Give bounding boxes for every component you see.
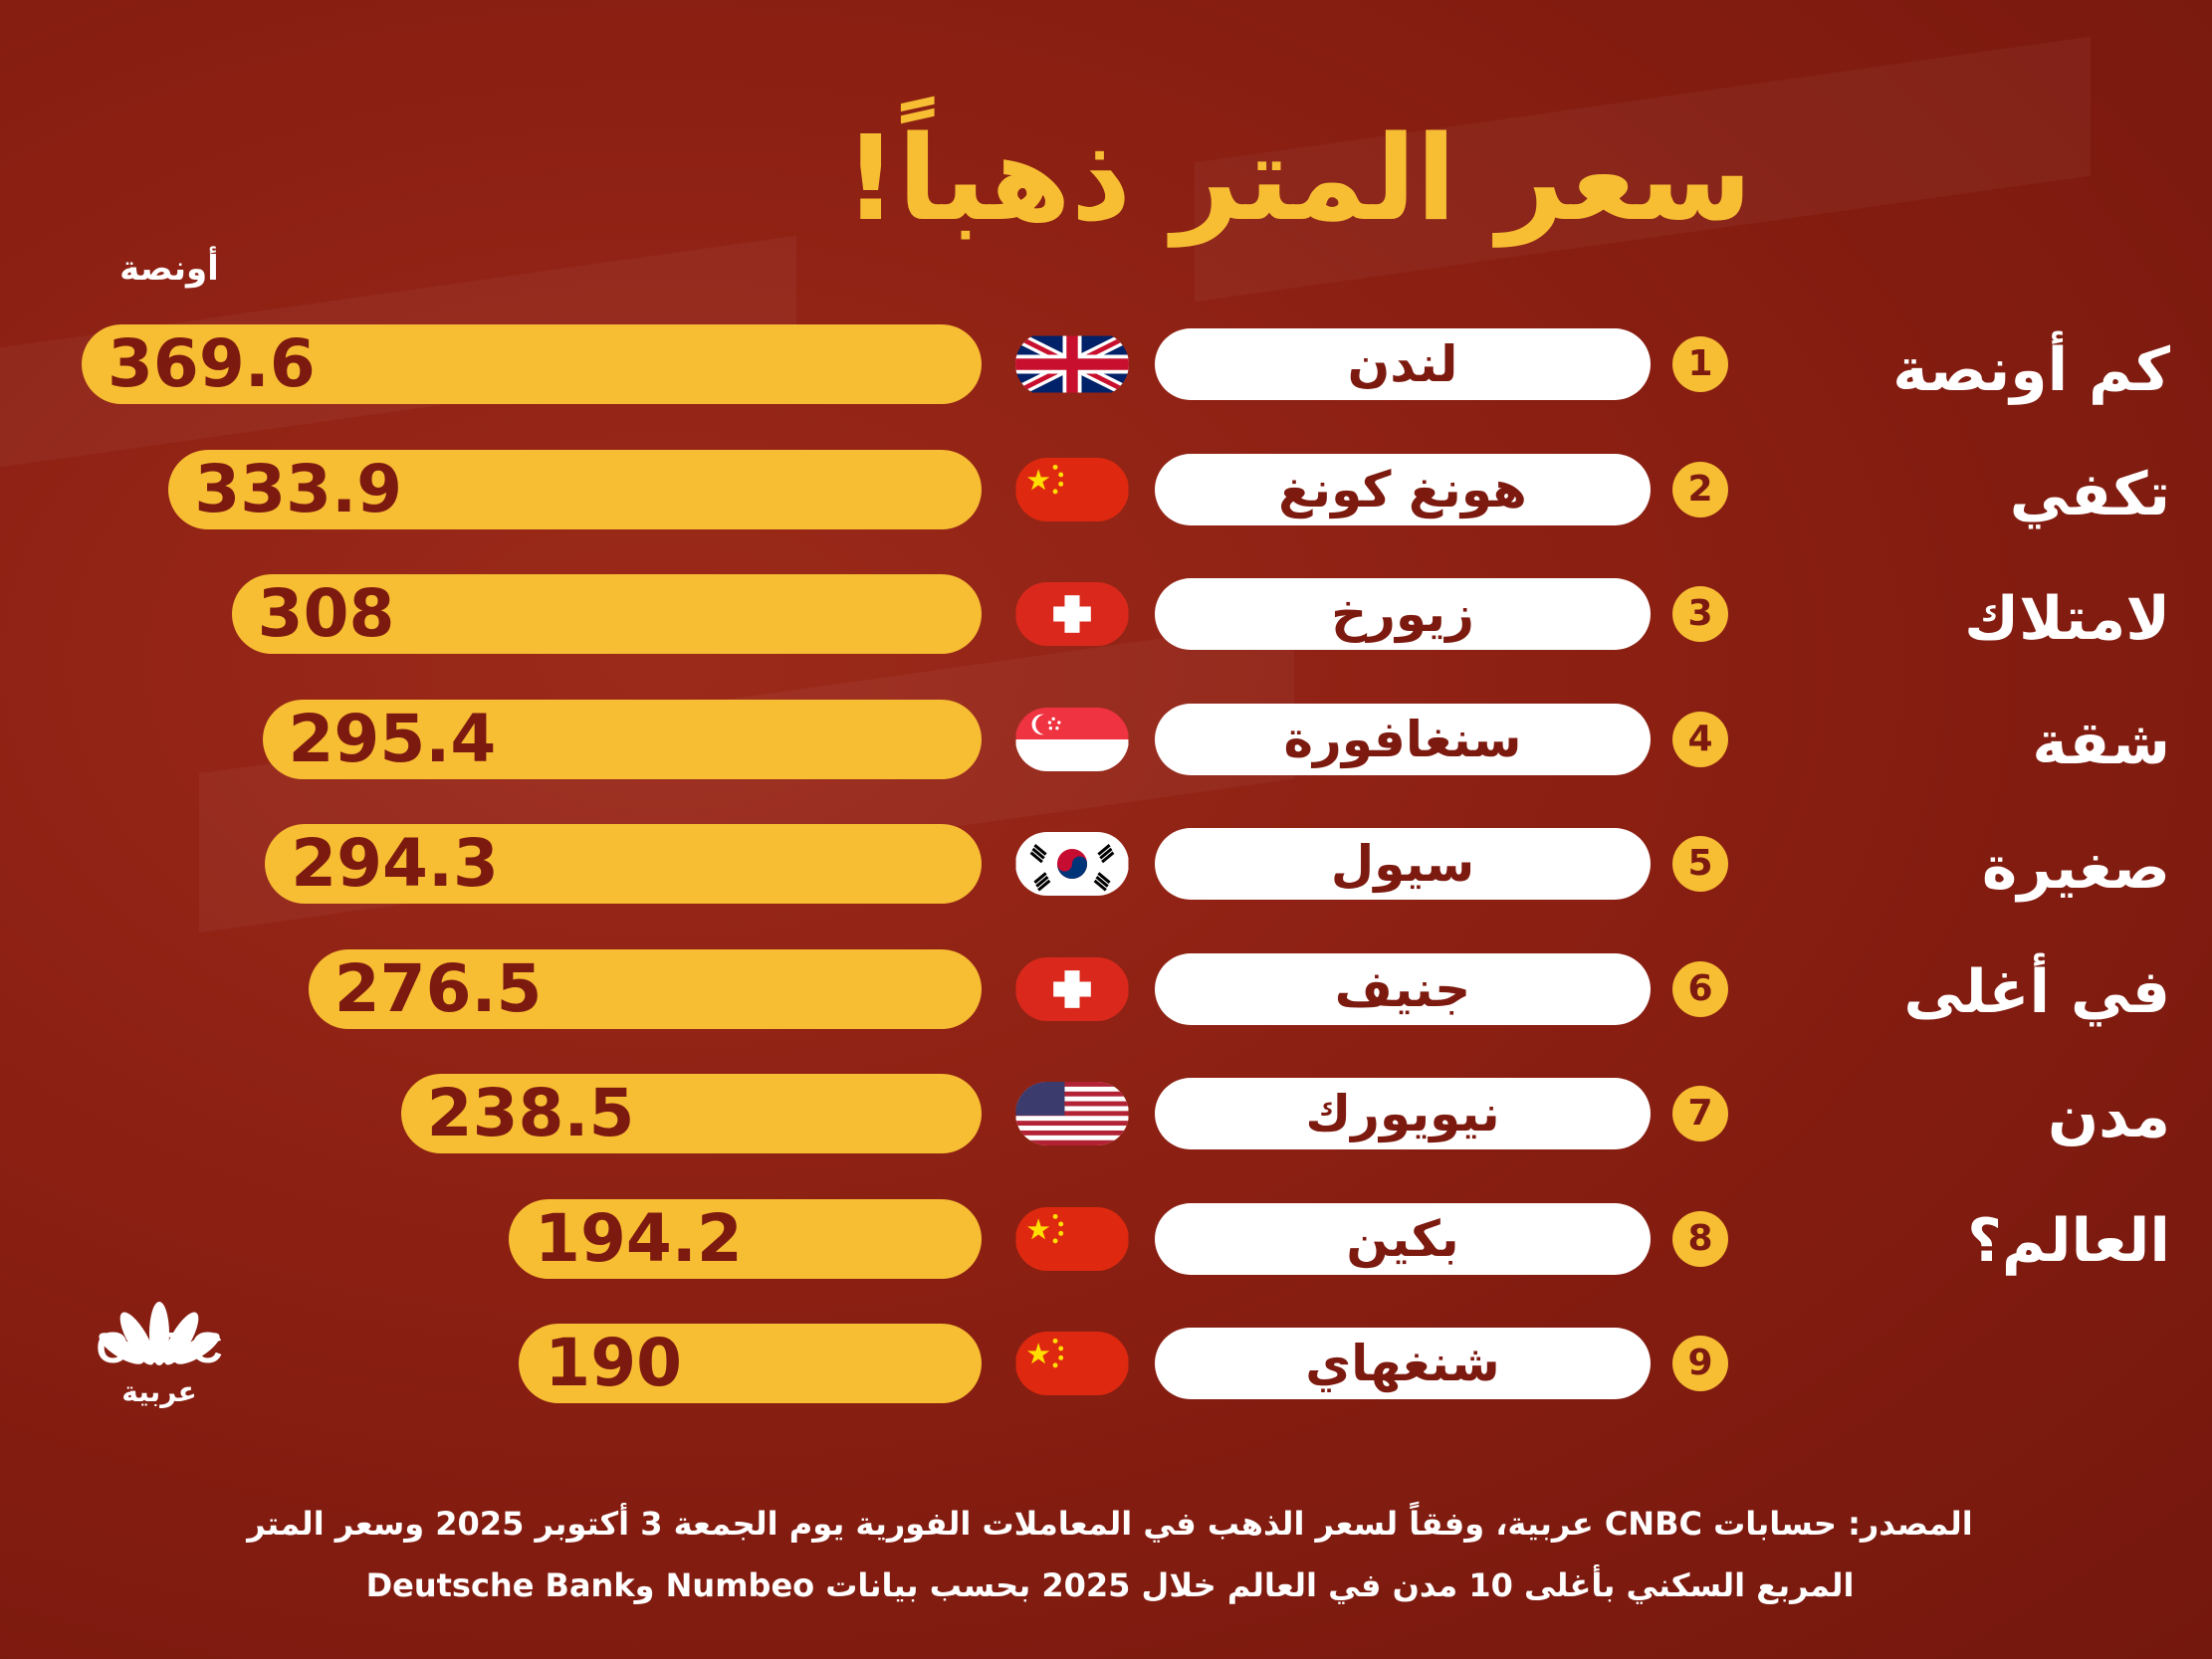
data-label: 238.5 (426, 1075, 635, 1151)
side-question-line: شقة (2032, 709, 2170, 778)
data-label: 369.6 (108, 325, 316, 402)
usa-flag-icon (1015, 1082, 1129, 1145)
side-question-line: لامتلاك (1964, 584, 2170, 654)
bar: 369.6 (82, 324, 982, 404)
city-label: شنغهاي (1155, 1328, 1651, 1399)
chart-row: 333.9 هونغ كونغ 2 (0, 449, 2212, 529)
bar: 333.9 (168, 449, 982, 529)
side-question: كم أونصة تكفي لامتلاك شقة صغيرة في أغلى … (1772, 309, 2170, 1304)
bar: 295.4 (262, 699, 982, 779)
rank-badge: 3 (1672, 586, 1728, 642)
source-note: المصدر: حسابات CNBC عربية، وفقاً لسعر ال… (149, 1493, 2071, 1616)
side-question-line: كم أونصة (1892, 335, 2170, 405)
chart-row: 308 زيورخ 3 (0, 574, 2212, 654)
switzerland-flag-icon (1015, 582, 1129, 646)
chart-row: 294.3 سيول 5 (0, 824, 2212, 904)
chart-row: 295.4 سنغافورة 4 (0, 699, 2212, 779)
city-label: هونغ كونغ (1155, 453, 1651, 525)
rank-badge: 9 (1672, 1336, 1728, 1391)
city-label: بكين (1155, 1202, 1651, 1275)
side-question-line: صغيرة (1981, 833, 2170, 903)
source-line: المربع السكني بأغلى 10 مدن في العالم خلا… (365, 1566, 1855, 1604)
city-label: جنيف (1155, 952, 1651, 1025)
data-label: 333.9 (194, 450, 403, 527)
city-label: لندن (1155, 328, 1651, 400)
chart-row: 194.2 بكين 8 (0, 1198, 2212, 1279)
rank-badge: 7 (1672, 1086, 1728, 1141)
side-question-line: في أغلى (1903, 957, 2170, 1027)
rank-badge: 5 (1672, 836, 1728, 892)
chart-row: 369.6 لندن 1 (0, 324, 2212, 404)
bar: 190 (519, 1324, 982, 1403)
data-label: 190 (545, 1325, 683, 1401)
data-label: 308 (257, 575, 395, 652)
cnbc-logo: CNBC (96, 1324, 223, 1372)
china-flag-icon (1015, 1332, 1129, 1395)
singapore-flag-icon (1015, 707, 1129, 771)
rank-badge: 1 (1672, 336, 1728, 392)
chart-title: سعر المتر ذهباً! (843, 109, 1752, 247)
side-question-line: العالم؟ (1967, 1206, 2170, 1276)
cnbc-logo-sub: عربية (121, 1375, 197, 1408)
china-flag-icon (1015, 457, 1129, 521)
city-label: سيول (1155, 828, 1651, 900)
bar: 194.2 (509, 1198, 982, 1279)
switzerland-flag-icon (1015, 956, 1129, 1021)
data-label: 276.5 (333, 949, 543, 1027)
bar: 308 (231, 574, 982, 654)
data-label: 295.4 (288, 700, 497, 777)
source-line: المصدر: حسابات CNBC عربية، وفقاً لسعر ال… (247, 1505, 1973, 1543)
bar: 238.5 (400, 1074, 982, 1153)
data-label: 194.2 (535, 1199, 743, 1277)
city-label: سنغافورة (1155, 703, 1651, 775)
city-label: زيورخ (1155, 578, 1651, 650)
rank-badge: 8 (1672, 1210, 1728, 1267)
side-question-line: تكفي (2009, 460, 2170, 529)
uk-flag-icon (1015, 332, 1129, 396)
china-flag-icon (1015, 1206, 1129, 1271)
cnbc-peacock-icon (99, 1302, 220, 1365)
south-korea-flag-icon (1015, 832, 1129, 896)
rank-badge: 2 (1672, 461, 1728, 518)
bar: 276.5 (308, 948, 982, 1029)
chart-row: 276.5 جنيف 6 (0, 948, 2212, 1029)
side-question-line: مدن (2047, 1082, 2170, 1151)
rank-badge: 6 (1672, 960, 1728, 1017)
data-label: 294.3 (291, 825, 499, 902)
chart-row: 238.5 نيويورك 7 (0, 1074, 2212, 1153)
city-label: نيويورك (1155, 1078, 1651, 1149)
rank-badge: 4 (1672, 711, 1728, 767)
bar: 294.3 (265, 824, 982, 904)
unit-label: أونصة (119, 249, 219, 289)
chart-row: 190 شنغهاي 9 (0, 1324, 2212, 1403)
